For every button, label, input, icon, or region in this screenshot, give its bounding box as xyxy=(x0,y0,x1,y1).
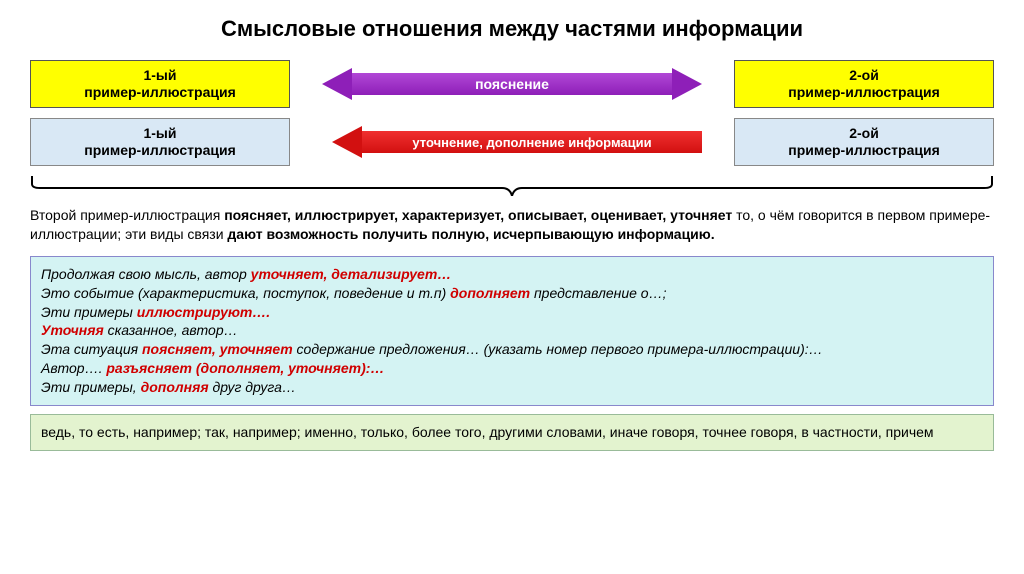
cyan-l2b: представление о…; xyxy=(530,285,666,301)
cyan-line-4: Уточняя сказанное, автор… xyxy=(41,321,983,340)
cyan-l3e: иллюстрируют…. xyxy=(137,304,270,320)
cyan-l6e: разъясняет (дополняет, уточняет):… xyxy=(106,360,384,376)
para-b1: поясняет, иллюстрирует, характеризует, о… xyxy=(224,207,732,223)
box-2-right-l1: 2-ой xyxy=(849,125,879,142)
para-p1: Второй пример-иллюстрация xyxy=(30,207,224,223)
cyan-l5e: поясняет, уточняет xyxy=(142,341,293,357)
arrow-1-label: пояснение xyxy=(352,73,672,95)
box-1-right-l1: 2-ой xyxy=(849,67,879,84)
box-2-left-l2: пример-иллюстрация xyxy=(84,142,236,159)
examples-panel: Продолжая свою мысль, автор уточняет, де… xyxy=(30,256,994,406)
arrow-2-area: уточнение, дополнение информации xyxy=(290,118,734,166)
cyan-l7a: Эти примеры, xyxy=(41,379,141,395)
box-1-right: 2-ой пример-иллюстрация xyxy=(734,60,994,108)
bracket-icon xyxy=(30,176,994,196)
box-2-left-l1: 1-ый xyxy=(143,125,176,142)
box-1-left: 1-ый пример-иллюстрация xyxy=(30,60,290,108)
explanation-paragraph: Второй пример-иллюстрация поясняет, иллю… xyxy=(0,202,1024,252)
cyan-l2e: дополняет xyxy=(450,285,530,301)
cyan-line-7: Эти примеры, дополняя друг друга… xyxy=(41,378,983,397)
cyan-l2a: Это событие (характеристика, поступок, п… xyxy=(41,285,450,301)
green-text: ведь, то есть, например; так, например; … xyxy=(41,424,934,440)
cyan-l4a: сказанное, автор… xyxy=(104,322,238,338)
double-arrow: пояснение xyxy=(322,68,702,100)
connectors-panel: ведь, то есть, например; так, например; … xyxy=(30,414,994,451)
arrow-left-head-icon xyxy=(322,68,352,100)
cyan-line-2: Это событие (характеристика, поступок, п… xyxy=(41,284,983,303)
box-1-left-l1: 1-ый xyxy=(143,67,176,84)
cyan-line-5: Эта ситуация поясняет, уточняет содержан… xyxy=(41,340,983,359)
cyan-line-1: Продолжая свою мысль, автор уточняет, де… xyxy=(41,265,983,284)
para-b2: дают возможность получить полную, исчерп… xyxy=(227,226,714,242)
single-arrow-left: уточнение, дополнение информации xyxy=(322,126,702,158)
arrow-right-head-icon xyxy=(672,68,702,100)
cyan-l1e: уточняет, детализирует… xyxy=(251,266,452,282)
cyan-l5a: Эта ситуация xyxy=(41,341,142,357)
row-2: 1-ый пример-иллюстрация уточнение, допол… xyxy=(0,118,1024,166)
box-1-left-l2: пример-иллюстрация xyxy=(84,84,236,101)
box-2-left: 1-ый пример-иллюстрация xyxy=(30,118,290,166)
row-1: 1-ый пример-иллюстрация пояснение 2-ой п… xyxy=(0,60,1024,108)
arrow-2-label: уточнение, дополнение информации xyxy=(362,131,702,153)
cyan-l1a: Продолжая свою мысль, автор xyxy=(41,266,251,282)
cyan-line-3: Эти примеры иллюстрируют…. xyxy=(41,303,983,322)
arrow2-left-head-icon xyxy=(332,126,362,158)
cyan-l6a: Автор…. xyxy=(41,360,106,376)
box-2-right-l2: пример-иллюстрация xyxy=(788,142,940,159)
cyan-l4e: Уточняя xyxy=(41,322,104,338)
cyan-l5b: содержание предложения… (указать номер п… xyxy=(293,341,823,357)
box-1-right-l2: пример-иллюстрация xyxy=(788,84,940,101)
arrow-1-area: пояснение xyxy=(290,60,734,108)
cyan-l7e: дополняя xyxy=(141,379,209,395)
box-2-right: 2-ой пример-иллюстрация xyxy=(734,118,994,166)
page-title: Смысловые отношения между частями информ… xyxy=(0,0,1024,60)
cyan-l3a: Эти примеры xyxy=(41,304,137,320)
cyan-l7b: друг друга… xyxy=(209,379,296,395)
cyan-line-6: Автор…. разъясняет (дополняет, уточняет)… xyxy=(41,359,983,378)
